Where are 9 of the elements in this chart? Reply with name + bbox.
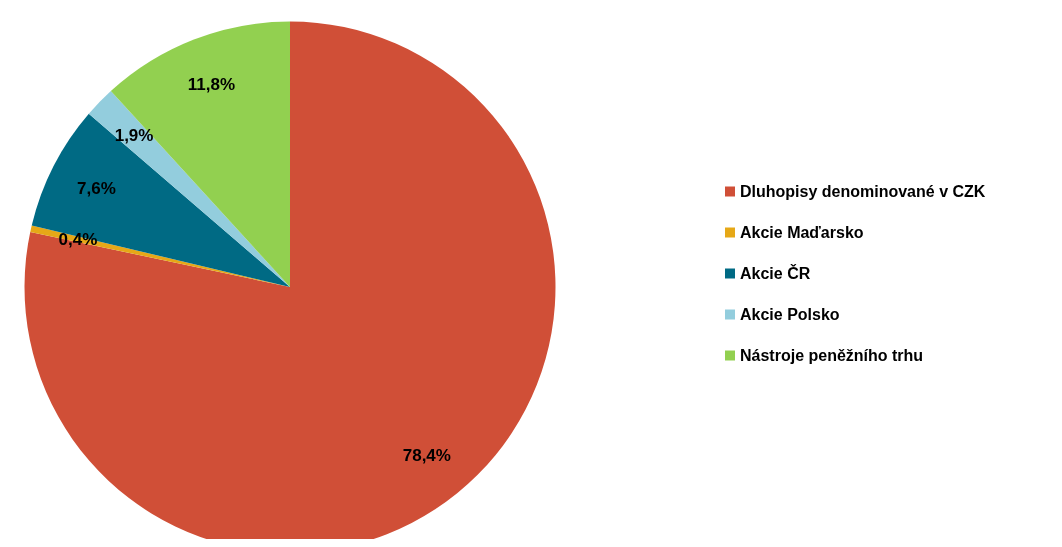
legend-label: Nástroje peněžního trhu — [740, 347, 924, 364]
legend-label: Akcie Maďarsko — [740, 224, 864, 241]
data-label: 11,8% — [187, 74, 235, 94]
legend-label: Dluhopisy denominované v CZK — [740, 183, 986, 200]
legend-label: Akcie ČR — [740, 264, 811, 282]
legend-label: Akcie Polsko — [740, 306, 840, 323]
data-label: 78,4% — [402, 446, 451, 466]
data-label: 7,6% — [77, 178, 116, 198]
data-label: 1,9% — [114, 126, 154, 146]
